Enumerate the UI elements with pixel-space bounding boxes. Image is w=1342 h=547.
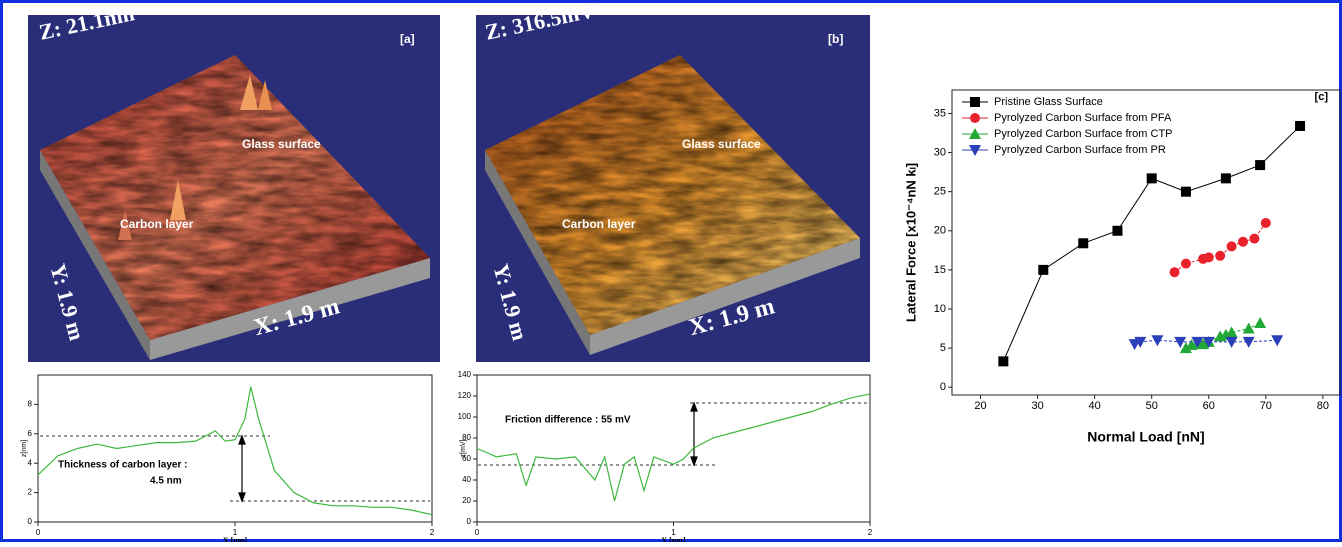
annotation: Thickness of carbon layer : bbox=[58, 460, 188, 471]
region-label: Carbon layer bbox=[120, 217, 194, 231]
marker bbox=[1179, 342, 1192, 354]
region-label: Carbon layer bbox=[562, 217, 636, 231]
x-axis-title: X [um] bbox=[661, 536, 686, 542]
y-tick-label: 0 bbox=[940, 381, 946, 393]
marker bbox=[1215, 250, 1226, 261]
x-tick-label: 2 bbox=[430, 528, 435, 537]
marker bbox=[1260, 217, 1271, 228]
annotation: [c] bbox=[1315, 91, 1329, 103]
marker bbox=[1295, 120, 1306, 131]
y-tick-label: 10 bbox=[934, 303, 946, 315]
region-label: Glass surface bbox=[682, 137, 761, 151]
plot-frame bbox=[951, 89, 1341, 396]
x-tick-label: 1 bbox=[233, 528, 238, 537]
marker bbox=[1191, 336, 1204, 348]
y-axis-title: z[mV] bbox=[460, 440, 467, 458]
y-tick-label: 80 bbox=[462, 433, 471, 442]
marker bbox=[1242, 322, 1255, 334]
x-tick-label: 0 bbox=[36, 528, 41, 537]
arrows bbox=[238, 401, 698, 503]
y-tick-label: 2 bbox=[28, 488, 33, 497]
marker bbox=[1254, 317, 1267, 329]
legend-marker bbox=[969, 128, 981, 139]
annotation: Friction difference : 55 mV bbox=[505, 415, 631, 426]
x-tick-label: 0 bbox=[475, 528, 480, 537]
legend-label: Pristine Glass Surface bbox=[994, 96, 1103, 108]
y-tick-label: 35 bbox=[934, 107, 946, 119]
x-tick-label: 80 bbox=[1317, 400, 1329, 412]
marker bbox=[1238, 236, 1248, 247]
annotation: 4.5 nm bbox=[150, 476, 182, 487]
y-tick-label: 40 bbox=[462, 475, 471, 484]
x-tick-label: 30 bbox=[1031, 400, 1043, 412]
x-tick-label: 70 bbox=[1260, 400, 1272, 412]
series-line bbox=[1185, 322, 1261, 349]
marker bbox=[1169, 267, 1180, 278]
y-tick-label: 0 bbox=[467, 517, 472, 526]
panel-tag: [a] bbox=[400, 32, 415, 46]
y-tick-label: 8 bbox=[28, 400, 33, 409]
panel-tag: [b] bbox=[828, 32, 843, 46]
afm-image-b bbox=[476, 15, 870, 362]
y-tick-label: 6 bbox=[28, 429, 33, 438]
marker bbox=[1203, 252, 1214, 263]
x-tick-label: 50 bbox=[1146, 400, 1158, 412]
marker bbox=[1255, 160, 1266, 171]
y-tick-label: 30 bbox=[934, 146, 946, 158]
marker bbox=[1146, 173, 1157, 184]
marker bbox=[1225, 326, 1238, 338]
marker bbox=[1202, 336, 1215, 348]
y-tick-label: 20 bbox=[462, 496, 471, 505]
profile-line bbox=[37, 386, 433, 516]
series-line bbox=[1174, 222, 1267, 273]
y-tick-label: 100 bbox=[458, 412, 472, 421]
y-tick-label: 140 bbox=[458, 370, 472, 379]
y-tick-label: 120 bbox=[458, 391, 472, 400]
marker bbox=[1134, 336, 1147, 348]
x-axis-title: Normal Load [nN] bbox=[1087, 429, 1204, 445]
y-tick-label: 15 bbox=[934, 264, 946, 276]
afm-image-a bbox=[28, 15, 440, 362]
marker bbox=[1174, 336, 1187, 348]
guides bbox=[40, 402, 868, 502]
legend-label: Pyrolyzed Carbon Surface from PR bbox=[994, 144, 1166, 156]
x-tick-label: 60 bbox=[1203, 400, 1215, 412]
marker bbox=[1038, 264, 1049, 275]
y-tick-label: 25 bbox=[934, 186, 946, 198]
marker bbox=[1249, 233, 1260, 244]
y-tick-label: 0 bbox=[28, 517, 33, 526]
marker bbox=[1078, 238, 1089, 249]
x-tick-label: 1 bbox=[671, 528, 676, 537]
legend-marker bbox=[969, 145, 981, 156]
y-tick-label: 20 bbox=[934, 225, 946, 237]
marker bbox=[1271, 335, 1284, 347]
y-tick-label: 60 bbox=[462, 454, 471, 463]
y-tick-label: 5 bbox=[940, 342, 946, 354]
x-tick-label: 40 bbox=[1089, 400, 1101, 412]
marker bbox=[1242, 336, 1255, 348]
series-line bbox=[1134, 339, 1278, 345]
y-tick-label: 4 bbox=[28, 458, 33, 467]
marker bbox=[1151, 335, 1164, 347]
x-axis-title: X [um] bbox=[223, 536, 248, 542]
y-axis-title: z[nm] bbox=[21, 440, 28, 457]
marker bbox=[1180, 186, 1191, 197]
marker bbox=[1220, 173, 1231, 184]
y-axis-title: Lateral Force [x10⁻⁴nN kₗ] bbox=[903, 163, 918, 322]
marker bbox=[998, 356, 1009, 367]
marker bbox=[1180, 258, 1191, 269]
profile-line bbox=[476, 393, 871, 502]
marker bbox=[1112, 225, 1123, 236]
x-tick-label: 2 bbox=[868, 528, 873, 537]
marker bbox=[1226, 241, 1237, 252]
region-label: Glass surface bbox=[242, 137, 321, 151]
marker bbox=[1225, 336, 1238, 348]
legend-marker bbox=[970, 97, 980, 107]
legend-label: Pyrolyzed Carbon Surface from CTP bbox=[994, 128, 1173, 140]
legend-marker bbox=[970, 113, 980, 123]
x-tick-label: 20 bbox=[974, 400, 986, 412]
legend-label: Pyrolyzed Carbon Surface from PFA bbox=[994, 112, 1172, 124]
